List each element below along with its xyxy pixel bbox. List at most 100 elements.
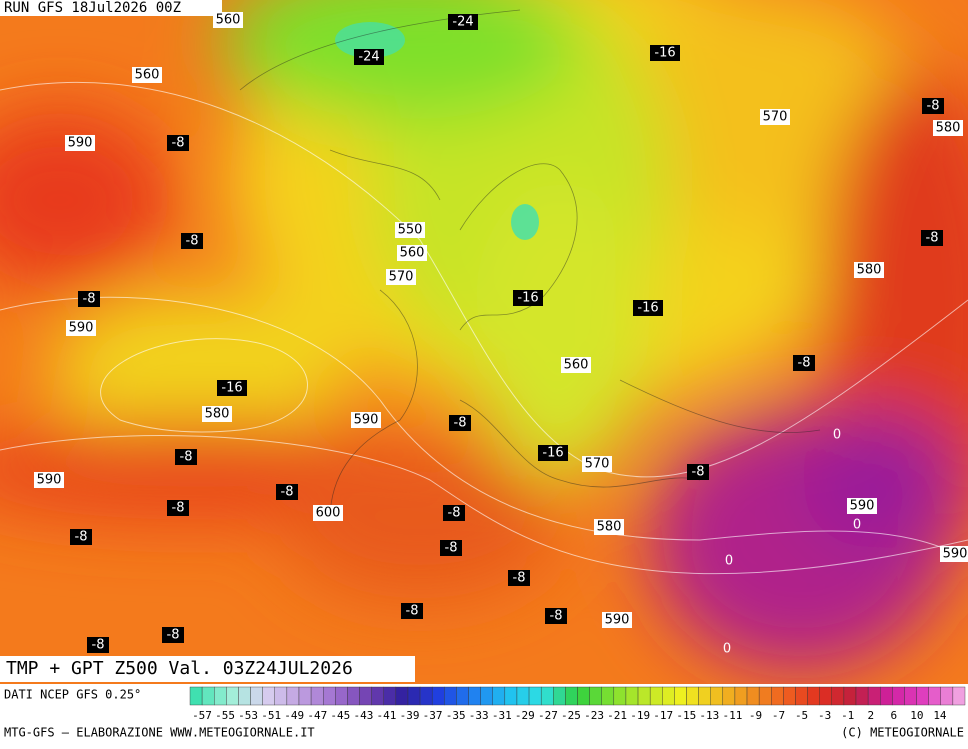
temperature-label-box [922,98,944,114]
colorbar-swatch [686,686,699,706]
temperature-label-box [87,637,109,653]
temperature-label-box [167,135,189,151]
temperature-label: -8 [692,465,705,480]
colorbar-tick-label: -3 [818,709,831,722]
height-label: 560 [564,358,589,373]
height-label-box [602,612,632,628]
colorbar-tick-label: -49 [284,709,304,722]
colorbar-swatch [335,686,348,706]
height-label-box [34,472,64,488]
colorbar-swatch [383,686,397,706]
colorbar-tick-label: -45 [330,709,350,722]
colorbar-swatch [589,686,602,706]
height-label-box [760,109,790,125]
colorbar-swatch [516,686,530,706]
colorbar-tick-label: -27 [538,709,558,722]
temperature-label: -8 [445,541,458,556]
temperature-label: -8 [75,530,88,545]
height-label-box [351,412,381,428]
colorbar-tick-label: -55 [215,709,235,722]
colorbar-swatch [189,686,203,706]
temperature-label: -8 [926,231,939,246]
colorbar-swatch [238,686,251,706]
footer-right: (C) METEOGIORNALE [841,726,964,740]
temperature-label-box [538,445,568,461]
height-label: 570 [389,270,414,285]
temperature-label-box [70,529,92,545]
colorbar-swatch [214,686,227,706]
temperature-label: -16 [542,446,563,461]
colorbar-swatch [250,686,263,706]
colorbar-tick-label: -41 [377,709,397,722]
colorbar-swatch [710,686,724,706]
colorbar-swatch [492,686,506,706]
temperature-label-box [175,449,197,465]
colorbar-swatch [262,686,275,706]
colorbar-swatch [310,686,324,706]
temperature-label: -24 [358,50,379,65]
height-label: 560 [400,246,425,261]
colorbar-swatch [746,686,760,706]
height-label-box [313,505,343,521]
height-label-box [854,262,884,278]
temperature-label: -8 [550,609,563,624]
colorbar-swatch [867,686,881,706]
colorbar-swatch [649,686,663,706]
temperature-label: -16 [654,46,675,61]
temperature-label: -8 [172,136,185,151]
colorbar-swatch [371,686,384,706]
colorbar-swatch [892,686,905,706]
data-source: DATI NCEP GFS 0.25° [4,688,141,702]
colorbar-swatch [395,686,409,706]
temperature-label-box [921,230,943,246]
height-label: 590 [354,413,379,428]
height-label: 590 [37,473,62,488]
temperature-label: 0 [725,554,733,569]
height-label: 580 [857,263,882,278]
temperature-label-box [449,415,471,431]
temperature-label: -8 [448,506,461,521]
colorbar-swatch [637,686,651,706]
temperature-label-box [633,300,663,316]
footer-left: MTG-GFS — ELABORAZIONE WWW.METEOGIORNALE… [4,726,315,740]
height-label-box [397,245,427,261]
colorbar-tick-label: -25 [561,709,581,722]
colorbar-swatch [662,686,675,706]
temperature-label-box [687,464,709,480]
colorbar-tick-label: -23 [584,709,604,722]
colorbar-swatch [407,686,421,706]
colorbar-swatch [613,686,627,706]
height-label-box [582,456,612,472]
height-label: 590 [850,499,875,514]
colorbar-swatch [226,686,239,706]
temperature-label: -8 [513,571,526,586]
temperature-label-box [448,14,478,30]
colorbar-swatch [783,686,796,706]
temperature-label: 0 [833,428,841,443]
height-label: 560 [216,13,241,28]
map-field [0,0,968,684]
height-label-box [202,406,232,422]
temperature-label-box [276,484,298,500]
colorbar-tick-label: -11 [722,709,742,722]
temperature-label: -8 [798,356,811,371]
temperature-label-box [440,540,462,556]
temperature-label-box [508,570,530,586]
colorbar-tick-label: -57 [192,709,212,722]
colorbar-tick-label: -5 [795,709,808,722]
colorbar-tick-label: -35 [446,709,466,722]
colorbar-swatch [286,686,300,706]
colorbar-swatch [553,686,566,706]
temperature-label-box [354,49,384,65]
temperature-label-box [167,500,189,516]
height-label-box [386,269,416,285]
colorbar-swatch [528,686,542,706]
height-label: 570 [763,110,788,125]
colorbar-swatch [843,686,857,706]
temperature-label: -16 [637,301,658,316]
height-label-box [940,546,968,562]
colorbar-swatch [540,686,554,706]
colorbar-tick-label: -29 [515,709,535,722]
height-label: 570 [585,457,610,472]
